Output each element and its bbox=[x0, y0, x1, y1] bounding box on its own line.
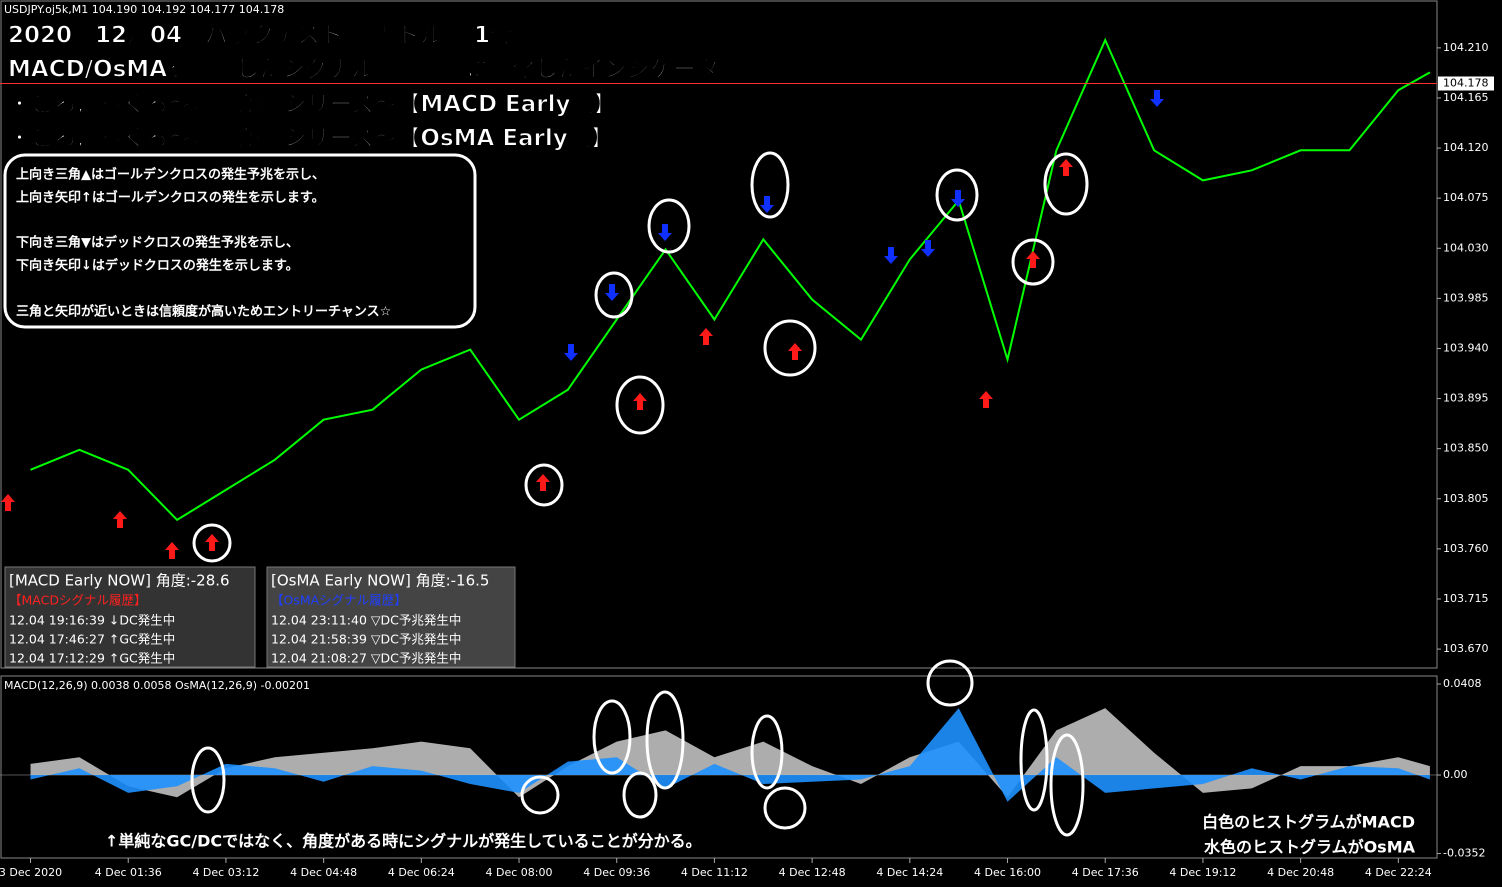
x-tick-label: 4 Dec 03:12 bbox=[192, 866, 259, 879]
x-tick-label: 3 Dec 2020 bbox=[0, 866, 62, 879]
price-line bbox=[30, 37, 1431, 522]
current-price-label: 104.178 bbox=[1443, 77, 1489, 90]
panel-subtitle: 【MACDシグナル履歴】 bbox=[9, 593, 146, 608]
y-tick-label: 103.805 bbox=[1443, 492, 1489, 505]
bottom-note: ↑単純なGC/DCではなく、角度がある時にシグナルが発生していることが分かる。 bbox=[105, 832, 702, 851]
y-tick-label: 103.895 bbox=[1443, 392, 1489, 405]
y-tick-label: 0.0408 bbox=[1443, 677, 1482, 690]
x-tick-label: 4 Dec 20:48 bbox=[1267, 866, 1334, 879]
right-note: 水色のヒストグラムがOsMA bbox=[1204, 838, 1416, 857]
x-tick-label: 4 Dec 19:12 bbox=[1169, 866, 1236, 879]
y-tick-label: 104.210 bbox=[1443, 41, 1489, 54]
x-tick-label: 4 Dec 01:36 bbox=[95, 866, 162, 879]
panel-row: 12.04 17:12:29 ↑GC発生中 bbox=[9, 651, 175, 666]
y-tick-label: 104.165 bbox=[1443, 91, 1489, 104]
legend-box bbox=[3, 153, 477, 329]
right-note: 白色のヒストグラムがMACD bbox=[1202, 813, 1415, 832]
x-tick-label: 4 Dec 22:24 bbox=[1365, 866, 1432, 879]
x-tick-label: 4 Dec 09:36 bbox=[583, 866, 650, 879]
x-tick-label: 4 Dec 12:48 bbox=[779, 866, 846, 879]
legend-line: 上向き矢印↑はゴールデンクロスの発生を示します。 bbox=[16, 190, 325, 206]
indicator-frame bbox=[0, 675, 1438, 859]
panel-title: [OsMA Early NOW] 角度:-16.5 bbox=[271, 572, 489, 590]
y-tick-label: 103.760 bbox=[1443, 542, 1489, 555]
panel-subtitle: 【OsMAシグナル履歴】 bbox=[271, 593, 407, 608]
x-tick-label: 4 Dec 16:00 bbox=[974, 866, 1041, 879]
x-tick-label: 4 Dec 08:00 bbox=[486, 866, 553, 879]
legend-line: 下向き三角▼はデッドクロスの発生予兆を示し、 bbox=[16, 235, 299, 251]
legend-line: 三角と矢印が近いときは信頼度が高いためエントリーチャンス☆ bbox=[16, 304, 391, 320]
symbol-info: USDJPY.oj5k,M1 104.190 104.192 104.177 1… bbox=[4, 3, 284, 16]
x-tick-label: 4 Dec 04:48 bbox=[290, 866, 357, 879]
y-tick-label: 104.120 bbox=[1443, 141, 1489, 154]
indicator-title: MACD(12,26,9) 0.0038 0.0058 OsMA(12,26,9… bbox=[4, 679, 310, 692]
plots bbox=[0, 37, 1437, 802]
x-tick-label: 4 Dec 06:24 bbox=[388, 866, 455, 879]
panel-row: 12.04 21:08:27 ▽DC予兆発生中 bbox=[271, 651, 461, 666]
y-tick-label: 104.075 bbox=[1443, 191, 1489, 204]
info-panel bbox=[266, 566, 516, 668]
y-tick-label: 104.030 bbox=[1443, 241, 1489, 254]
y-tick-label: 103.850 bbox=[1443, 442, 1489, 455]
header-line: 2020年12月04日バックテスト結果 ドル円 1分足 bbox=[8, 22, 536, 49]
y-tick-label: 103.670 bbox=[1443, 642, 1489, 655]
panel-row: 12.04 19:16:39 ↓DC発生中 bbox=[9, 613, 175, 628]
panel-title: [MACD Early NOW] 角度:-28.6 bbox=[9, 572, 230, 590]
header-line: MACD/OsMAを使用したシグナル早期察知に特化したインジケータ bbox=[8, 56, 719, 83]
current-price-box bbox=[1438, 76, 1494, 91]
panel-row: 12.04 21:58:39 ▽DC予兆発生中 bbox=[271, 632, 461, 647]
price-frame bbox=[0, 0, 1438, 669]
x-tick-label: 4 Dec 14:24 bbox=[876, 866, 943, 879]
y-tick-label: 103.715 bbox=[1443, 592, 1489, 605]
panel-row: 12.04 23:11:40 ▽DC予兆発生中 bbox=[271, 613, 461, 628]
info-panel bbox=[4, 566, 256, 668]
annotation-rings bbox=[190, 151, 1089, 837]
header-line: ・ころぽっくる～角度が命シリーズ～【OsMA Early版】 bbox=[8, 125, 614, 152]
panel-row: 12.04 17:46:27 ↑GC発生中 bbox=[9, 632, 175, 647]
y-tick-label: -0.0352 bbox=[1443, 847, 1485, 860]
header-line: ・ころぽっくる～角度が命シリーズ～【MACD Early版】 bbox=[8, 91, 617, 118]
x-tick-label: 4 Dec 17:36 bbox=[1072, 866, 1139, 879]
x-tick-label: 4 Dec 11:12 bbox=[681, 866, 748, 879]
legend-line: 下向き矢印↓はデッドクロスの発生を示します。 bbox=[16, 258, 299, 274]
legend-line: 上向き三角▲はゴールデンクロスの発生予兆を示し、 bbox=[16, 167, 325, 183]
y-tick-label: 103.985 bbox=[1443, 291, 1489, 304]
y-tick-label: 0.00 bbox=[1443, 768, 1468, 781]
y-tick-label: 103.940 bbox=[1443, 341, 1489, 354]
